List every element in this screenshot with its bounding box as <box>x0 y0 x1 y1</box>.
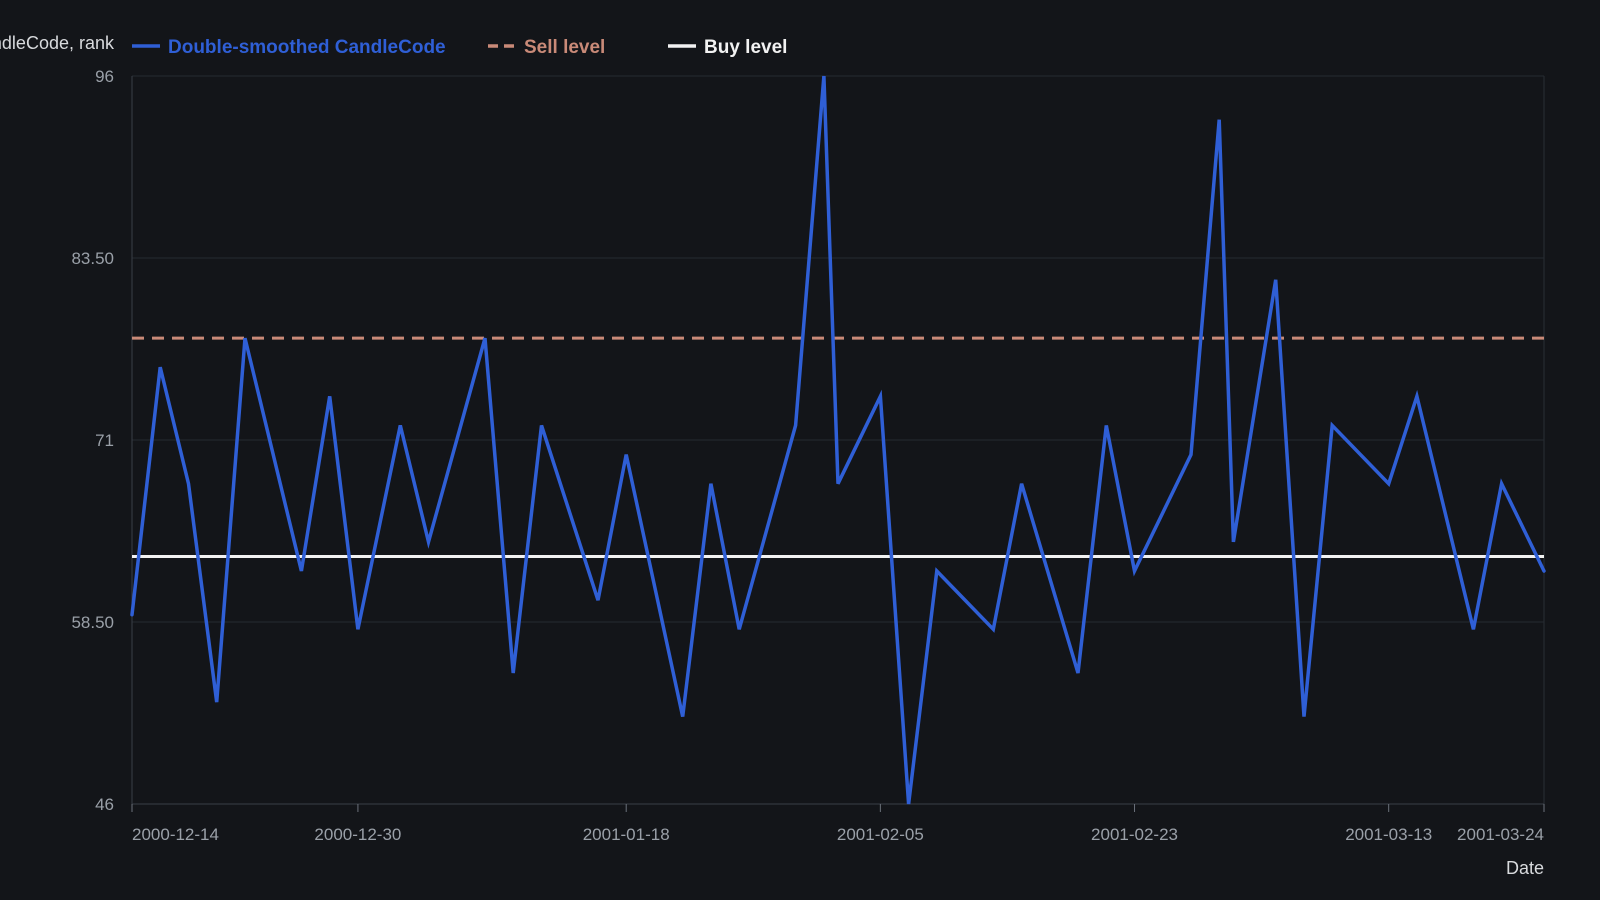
legend: Double-smoothed CandleCode Sell level Buy … <box>132 37 787 58</box>
y-tick-label: 58.50 <box>71 613 114 632</box>
legend-item-buy-level: Buy level <box>668 37 787 58</box>
legend-label: Sell level <box>524 37 605 58</box>
y-tick-label: 83.50 <box>71 249 114 268</box>
x-axis-title: Date <box>1506 858 1544 878</box>
x-tick-label: 2001-02-23 <box>1091 825 1178 844</box>
legend-item-sell-level: Sell level <box>488 37 605 58</box>
axes: 96 83.50 71 58.50 46 2000-12-14 2000-12-30 2001… <box>71 67 1545 844</box>
x-tick-label: 2001-01-18 <box>583 825 670 844</box>
x-tick-label: 2000-12-14 <box>132 825 219 844</box>
x-tick-label: 2000-12-30 <box>314 825 401 844</box>
y-tick-label: 46 <box>95 795 114 814</box>
legend-item-candlecode: Double-smoothed CandleCode <box>132 37 446 58</box>
legend-label: Double-smoothed CandleCode <box>168 37 446 58</box>
series-lines <box>130 75 1546 805</box>
x-tick-label: 2001-02-05 <box>837 825 924 844</box>
legend-label: Buy level <box>704 37 787 58</box>
y-tick-label: 71 <box>95 431 114 450</box>
candlecode-series-line <box>130 75 1546 805</box>
y-axis-title: Double-smoothed CandleCode, rank <box>0 33 115 53</box>
x-tick-label: 2001-03-24 <box>1457 825 1544 844</box>
x-tick-label: 2001-03-13 <box>1345 825 1432 844</box>
y-tick-label: 96 <box>95 67 114 86</box>
